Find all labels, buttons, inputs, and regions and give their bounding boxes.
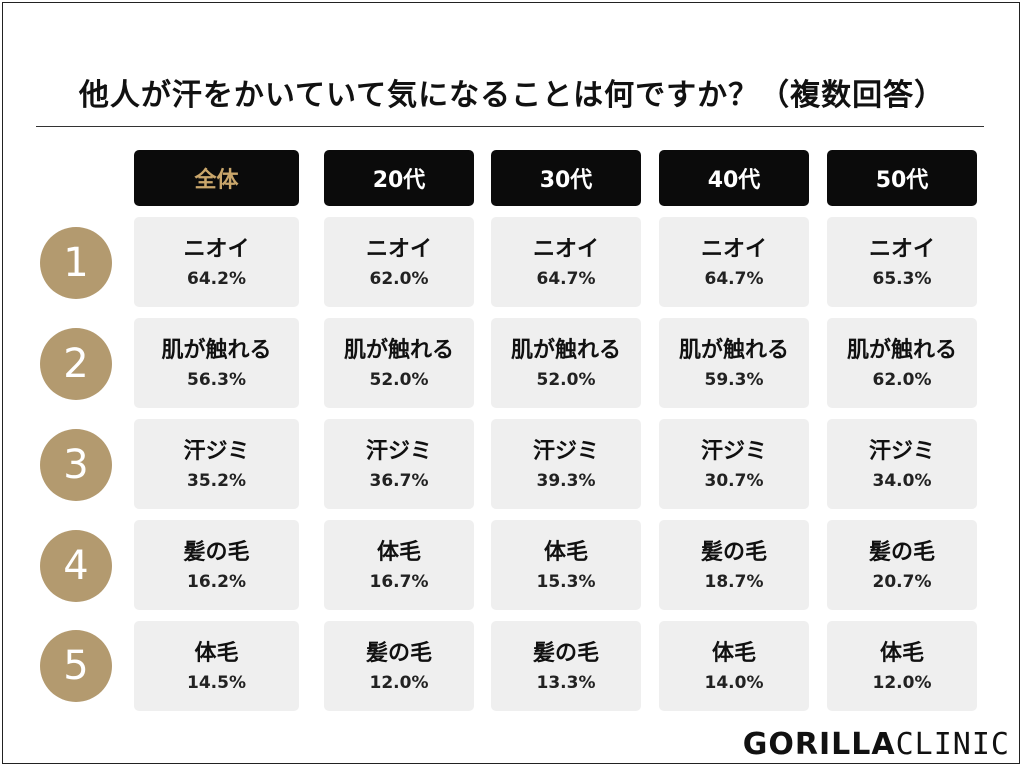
item-label: ニオイ	[868, 236, 935, 262]
item-label: ニオイ	[532, 236, 599, 262]
item-percentage: 39.3%	[536, 471, 596, 492]
rank-badge: 1	[40, 227, 112, 299]
item-percentage: 65.3%	[872, 269, 932, 290]
item-percentage: 62.0%	[872, 370, 932, 391]
item-label: 体毛	[376, 539, 421, 565]
table-cell: ニオイ 62.0%	[324, 217, 474, 307]
item-percentage: 14.5%	[187, 673, 246, 694]
item-label: 肌が触れる	[343, 337, 454, 363]
table-cell: 髪の毛 18.7%	[659, 520, 809, 610]
table-cell: 体毛 16.7%	[324, 520, 474, 610]
item-label: 髪の毛	[700, 539, 767, 565]
item-percentage: 52.0%	[369, 370, 429, 391]
column-header: 40代	[659, 150, 809, 206]
item-percentage: 64.7%	[704, 269, 764, 290]
item-label: 肌が触れる	[846, 337, 957, 363]
table-cell: 汗ジミ 30.7%	[659, 419, 809, 509]
table-cell: 汗ジミ 35.2%	[134, 419, 299, 509]
column-header: 20代	[324, 150, 474, 206]
item-percentage: 30.7%	[704, 471, 764, 492]
item-percentage: 52.0%	[536, 370, 596, 391]
logo-part-clinic: CLINIC	[895, 727, 1010, 762]
item-label: ニオイ	[365, 236, 432, 262]
item-percentage: 15.3%	[536, 572, 596, 593]
item-label: ニオイ	[700, 236, 767, 262]
logo-part-gorilla: GORILLA	[742, 727, 896, 762]
table-cell: 肌が触れる 62.0%	[827, 318, 977, 408]
item-label: 汗ジミ	[868, 438, 935, 464]
chart-title: 他人が汗をかいていて気になることは何ですか？（複数回答）	[78, 78, 946, 113]
table-cell: 肌が触れる 52.0%	[491, 318, 641, 408]
item-percentage: 12.0%	[872, 673, 932, 694]
table-cell: 髪の毛 20.7%	[827, 520, 977, 610]
item-label: 髪の毛	[868, 539, 935, 565]
table-cell: 汗ジミ 39.3%	[491, 419, 641, 509]
table-cell: 体毛 14.5%	[134, 621, 299, 711]
item-percentage: 35.2%	[187, 471, 246, 492]
table-cell: ニオイ 64.7%	[491, 217, 641, 307]
item-percentage: 36.7%	[369, 471, 429, 492]
title-divider	[36, 126, 984, 127]
rank-badge: 4	[40, 530, 112, 602]
item-percentage: 34.0%	[872, 471, 932, 492]
column-header: 全体	[134, 150, 299, 206]
item-percentage: 16.7%	[369, 572, 429, 593]
item-label: 肌が触れる	[510, 337, 621, 363]
item-label: 体毛	[194, 640, 239, 666]
rank-badge: 3	[40, 429, 112, 501]
table-cell: 肌が触れる 56.3%	[134, 318, 299, 408]
item-percentage: 14.0%	[704, 673, 764, 694]
item-label: 汗ジミ	[700, 438, 767, 464]
table-cell: 体毛 15.3%	[491, 520, 641, 610]
item-label: 髪の毛	[532, 640, 599, 666]
item-label: 体毛	[879, 640, 924, 666]
item-percentage: 64.7%	[536, 269, 596, 290]
item-label: 肌が触れる	[161, 337, 272, 363]
item-percentage: 64.2%	[187, 269, 246, 290]
table-cell: 汗ジミ 34.0%	[827, 419, 977, 509]
table-cell: 髪の毛 13.3%	[491, 621, 641, 711]
item-percentage: 16.2%	[187, 572, 246, 593]
item-label: 汗ジミ	[532, 438, 599, 464]
brand-logo: GORILLACLINIC	[743, 727, 1010, 762]
item-percentage: 13.3%	[536, 673, 596, 694]
table-cell: 髪の毛 16.2%	[134, 520, 299, 610]
table-cell: ニオイ 65.3%	[827, 217, 977, 307]
column-header: 50代	[827, 150, 977, 206]
column-header: 30代	[491, 150, 641, 206]
item-percentage: 62.0%	[369, 269, 429, 290]
table-cell: ニオイ 64.2%	[134, 217, 299, 307]
item-label: 汗ジミ	[365, 438, 432, 464]
table-cell: 体毛 12.0%	[827, 621, 977, 711]
table-cell: 体毛 14.0%	[659, 621, 809, 711]
table-cell: 髪の毛 12.0%	[324, 621, 474, 711]
item-percentage: 56.3%	[187, 370, 246, 391]
rank-badge: 5	[40, 630, 112, 702]
item-label: ニオイ	[183, 236, 250, 262]
table-cell: ニオイ 64.7%	[659, 217, 809, 307]
table-cell: 肌が触れる 52.0%	[324, 318, 474, 408]
item-label: 体毛	[711, 640, 756, 666]
rank-badge: 2	[40, 328, 112, 400]
item-percentage: 18.7%	[704, 572, 764, 593]
item-label: 体毛	[543, 539, 588, 565]
table-cell: 汗ジミ 36.7%	[324, 419, 474, 509]
item-label: 汗ジミ	[183, 438, 250, 464]
table-cell: 肌が触れる 59.3%	[659, 318, 809, 408]
item-label: 髪の毛	[183, 539, 250, 565]
item-percentage: 20.7%	[872, 572, 932, 593]
item-percentage: 12.0%	[369, 673, 429, 694]
item-label: 肌が触れる	[678, 337, 789, 363]
item-label: 髪の毛	[365, 640, 432, 666]
item-percentage: 59.3%	[704, 370, 764, 391]
